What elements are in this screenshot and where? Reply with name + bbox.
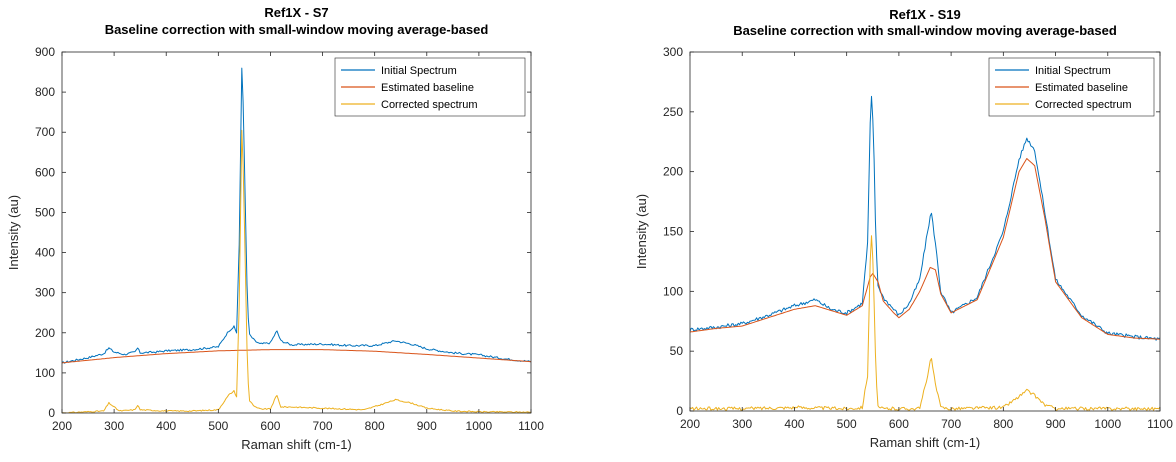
x-tick-label: 900 [417, 419, 437, 433]
legend-label: Corrected spectrum [381, 99, 478, 111]
x-tick-label: 300 [732, 417, 752, 431]
legend: Initial Spectrum Estimated baseline Correc… [988, 57, 1155, 117]
legend-label: Estimated baseline [1035, 82, 1128, 94]
legend: Initial Spectrum Estimated baseline Correc… [334, 57, 526, 117]
x-tick-label: 1100 [518, 419, 544, 433]
chart-panel-1: Ref1X - S7 Baseline correction with small… [6, 5, 544, 452]
legend-label: Estimated baseline [381, 82, 474, 94]
x-tick-label: 1000 [466, 419, 493, 433]
y-tick-label: 200 [35, 326, 55, 340]
x-tick-label: 400 [784, 417, 804, 431]
y-tick-label: 300 [35, 286, 55, 300]
y-tick-label: 0 [676, 404, 683, 418]
x-tick-label: 200 [52, 419, 72, 433]
y-tick-label: 600 [35, 165, 55, 179]
series-line-estimated-baseline [690, 158, 1160, 340]
series-line-corrected-spectrum [62, 129, 531, 413]
x-tick-label: 400 [156, 419, 176, 433]
series-line-initial-spectrum [62, 67, 531, 364]
y-axis-label: Intensity (au) [634, 194, 649, 269]
x-tick-label: 1000 [1094, 417, 1121, 431]
y-tick-label: 800 [35, 85, 55, 99]
y-tick-label: 200 [663, 165, 683, 179]
x-tick-label: 600 [260, 419, 280, 433]
plot-area [62, 67, 531, 413]
axes-box [61, 51, 532, 414]
legend-label: Corrected spectrum [1035, 99, 1132, 111]
x-tick-label: 1100 [1147, 417, 1173, 431]
chart-title: Ref1X - S19 [889, 7, 961, 22]
x-tick-label: 200 [680, 417, 700, 431]
plot-area [690, 95, 1160, 411]
y-tick-label: 250 [663, 105, 683, 119]
y-axis-label: Intensity (au) [6, 195, 21, 270]
series-line-initial-spectrum [690, 95, 1160, 341]
x-tick-label: 500 [837, 417, 857, 431]
x-tick-label: 500 [208, 419, 228, 433]
chart-subtitle: Baseline correction with small-window mo… [733, 23, 1117, 38]
y-tick-label: 700 [35, 125, 55, 139]
y-tick-label: 100 [35, 366, 55, 380]
series-line-corrected-spectrum [690, 235, 1160, 411]
x-axis-label: Raman shift (cm-1) [870, 435, 981, 450]
x-axis-label: Raman shift (cm-1) [241, 437, 352, 452]
y-tick-label: 100 [663, 284, 683, 298]
y-tick-label: 300 [663, 45, 683, 59]
x-tick-label: 600 [889, 417, 909, 431]
x-tick-label: 800 [993, 417, 1013, 431]
x-tick-label: 700 [313, 419, 333, 433]
series-line-estimated-baseline [62, 349, 531, 364]
x-tick-label: 800 [365, 419, 385, 433]
y-tick-label: 500 [35, 205, 55, 219]
y-tick-label: 0 [48, 406, 55, 420]
chart-subtitle: Baseline correction with small-window mo… [105, 22, 489, 37]
chart-title: Ref1X - S7 [264, 5, 328, 20]
x-tick-label: 900 [1046, 417, 1066, 431]
y-tick-label: 900 [35, 45, 55, 59]
y-tick-label: 400 [35, 246, 55, 260]
legend-label: Initial Spectrum [381, 65, 457, 77]
legend-label: Initial Spectrum [1035, 65, 1111, 77]
x-tick-label: 300 [104, 419, 124, 433]
y-tick-label: 150 [663, 225, 683, 239]
x-tick-label: 700 [941, 417, 961, 431]
y-tick-label: 50 [670, 344, 684, 358]
